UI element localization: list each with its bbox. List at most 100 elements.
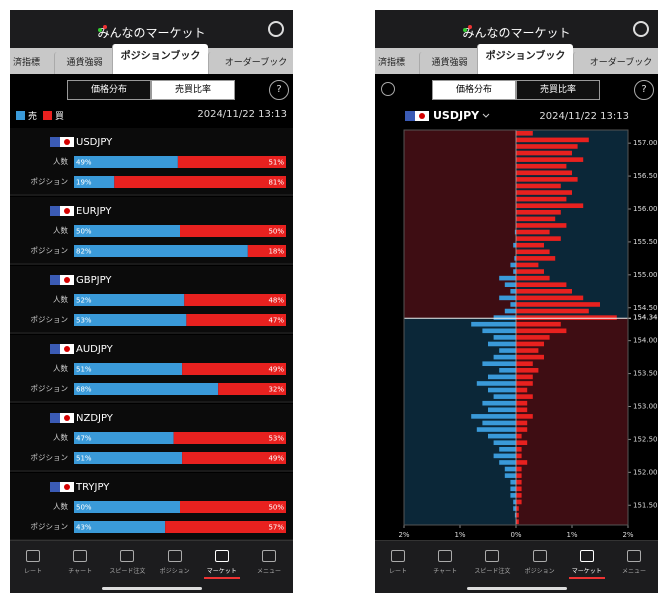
nav-icon[interactable] <box>120 550 135 562</box>
y-tick-label: 155.50 <box>633 238 658 246</box>
flag-jp-dot <box>64 346 70 352</box>
tab[interactable]: 通貨強弱 <box>54 52 114 74</box>
nav-icon[interactable] <box>73 550 88 562</box>
sell-bar <box>488 387 516 393</box>
buy-label: 53% <box>268 435 284 443</box>
nav-icon[interactable] <box>485 550 500 562</box>
segment[interactable]: 価格分布 <box>67 80 151 100</box>
flag-jp-dot <box>64 277 70 283</box>
nav-label[interactable]: マーケット <box>571 568 602 575</box>
buy-bar <box>186 314 286 326</box>
buy-bar <box>516 446 522 452</box>
sell-label: 49% <box>76 159 92 167</box>
nav-icon[interactable] <box>26 550 40 562</box>
buy-bar <box>516 269 544 274</box>
pair-name: AUDJPY <box>76 344 114 355</box>
nav-label[interactable]: メニュー <box>256 568 281 575</box>
y-tick-label: 154.00 <box>633 337 658 345</box>
nav-label[interactable]: レート <box>23 568 42 575</box>
buy-label: 50% <box>268 504 284 512</box>
nav-bar <box>375 540 658 593</box>
sell-bar <box>504 473 516 478</box>
settings-button[interactable] <box>268 21 284 37</box>
tab[interactable]: 通貨強弱 <box>419 52 479 74</box>
segment[interactable]: 価格分布 <box>432 80 516 100</box>
nav-label[interactable]: チャート <box>68 568 93 575</box>
buy-bar <box>516 519 519 525</box>
sell-bar <box>514 512 516 518</box>
tab[interactable]: ポジションブック <box>112 44 208 74</box>
y-tick-label: 157.00 <box>633 139 658 147</box>
sell-label: 82% <box>76 248 92 256</box>
buy-bar <box>516 177 578 182</box>
buy-bar <box>516 302 600 307</box>
nav-label[interactable]: ポジション <box>159 568 190 575</box>
nav-label[interactable]: スピード注文 <box>474 568 511 575</box>
row-label: 人数 <box>53 363 68 373</box>
y-tick-label: 151.50 <box>633 501 658 509</box>
buy-bar <box>516 328 567 334</box>
sell-bar <box>488 407 516 413</box>
logo-dot <box>103 25 107 29</box>
buy-bar <box>516 203 584 209</box>
sell-bar <box>493 315 516 320</box>
legend-swatch <box>43 111 52 120</box>
buy-bar <box>516 414 533 419</box>
nav-icon[interactable] <box>627 550 641 562</box>
help-button[interactable]: ? <box>634 80 654 100</box>
logo-dot <box>468 25 472 29</box>
buy-bar <box>516 229 550 235</box>
buy-bar <box>516 196 567 202</box>
sell-bar <box>499 446 516 452</box>
sell-bar <box>74 383 219 395</box>
nav-label[interactable]: メニュー <box>621 568 646 575</box>
row-label: 人数 <box>53 432 68 442</box>
sell-bar <box>499 275 516 281</box>
tab[interactable]: 済指標 <box>375 52 415 74</box>
sell-bar <box>514 256 516 261</box>
sell-bar <box>514 229 516 235</box>
buy-label: 50% <box>268 228 284 236</box>
share-button[interactable] <box>381 82 395 96</box>
nav-icon[interactable] <box>438 550 453 562</box>
sell-bar <box>476 381 516 386</box>
sell-bar <box>513 242 516 248</box>
tab[interactable]: 済指標 <box>10 52 50 74</box>
buy-bar <box>516 308 589 314</box>
buy-bar <box>516 493 522 498</box>
settings-button[interactable] <box>633 21 649 37</box>
nav-icon[interactable] <box>167 550 182 562</box>
nav-icon[interactable] <box>579 550 594 562</box>
tab[interactable]: ポジションブック <box>477 44 573 74</box>
sell-bar <box>482 420 516 426</box>
nav-icon[interactable] <box>532 550 547 562</box>
nav-label[interactable]: スピード注文 <box>109 568 146 575</box>
sell-bar <box>499 367 516 373</box>
nav-icon[interactable] <box>214 550 229 562</box>
sell-bar <box>510 493 516 498</box>
flag-jp-dot <box>64 139 70 145</box>
header-bar <box>375 10 658 48</box>
buy-bar <box>516 479 522 485</box>
nav-icon[interactable] <box>391 550 405 562</box>
buy-bar <box>516 150 572 156</box>
sell-label: 43% <box>76 524 92 532</box>
help-button[interactable]: ? <box>269 80 289 100</box>
buy-bar <box>516 361 533 367</box>
nav-icon[interactable] <box>262 550 276 562</box>
pair-name: NZDJPY <box>76 413 114 424</box>
buy-bar <box>516 236 561 241</box>
buy-bar <box>516 506 519 511</box>
tab[interactable]: オーダーブック <box>208 52 293 74</box>
nav-label[interactable]: レート <box>388 568 407 575</box>
segment[interactable]: 売買比率 <box>516 80 600 100</box>
segment[interactable]: 売買比率 <box>151 80 235 100</box>
row-label: ポジション <box>31 177 69 186</box>
buy-bar <box>516 453 522 459</box>
nav-label[interactable]: マーケット <box>206 568 237 575</box>
sell-bar <box>510 262 516 268</box>
nav-label[interactable]: ポジション <box>524 568 555 575</box>
buy-label: 18% <box>268 248 284 256</box>
nav-label[interactable]: チャート <box>433 568 458 575</box>
tab[interactable]: オーダーブック <box>573 52 658 74</box>
